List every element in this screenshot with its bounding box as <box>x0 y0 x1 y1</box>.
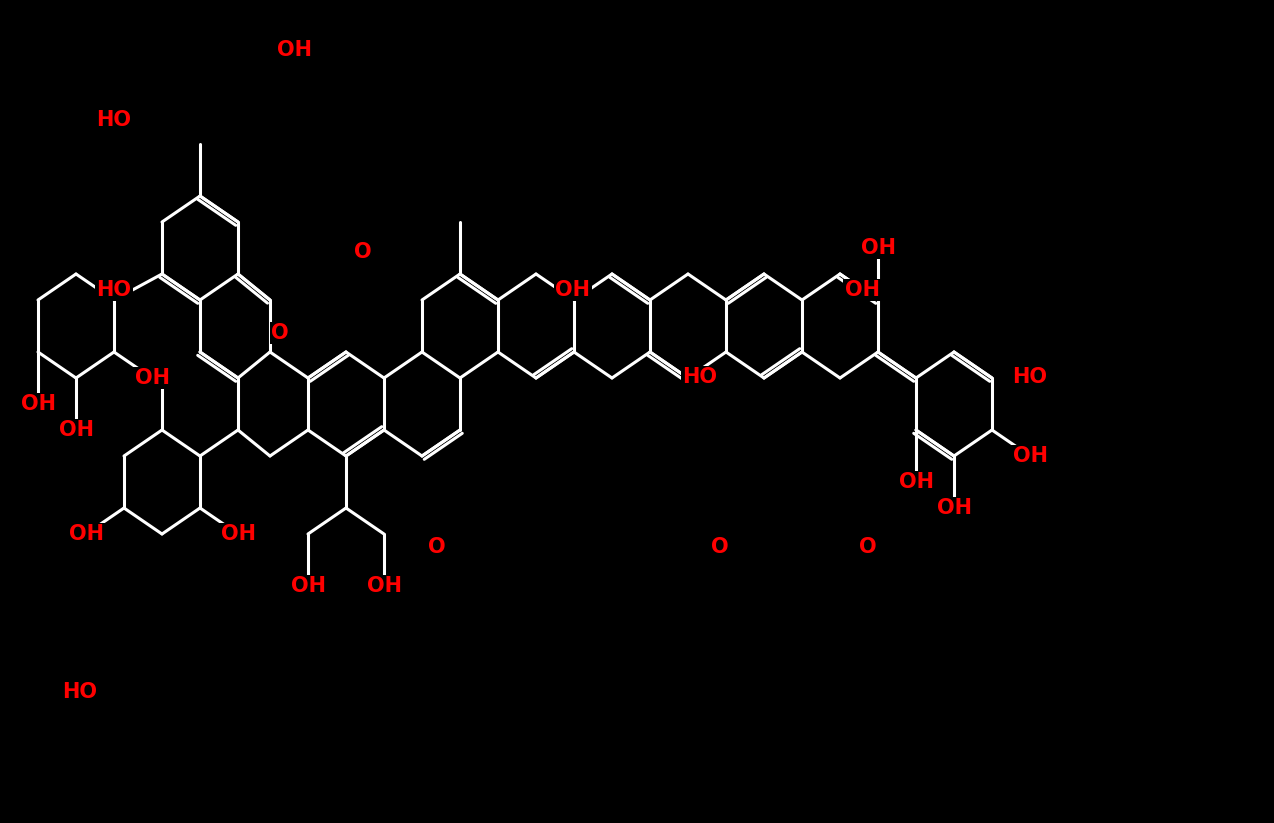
Text: HO: HO <box>1013 367 1047 387</box>
Text: OH: OH <box>1013 446 1047 466</box>
Text: OH: OH <box>69 524 103 544</box>
Text: OH: OH <box>898 472 934 492</box>
Text: HO: HO <box>62 682 98 702</box>
Text: OH: OH <box>860 238 896 258</box>
Text: O: O <box>711 537 729 557</box>
Text: OH: OH <box>290 576 325 596</box>
Text: OH: OH <box>278 40 312 60</box>
Text: OH: OH <box>555 280 591 300</box>
Text: O: O <box>354 242 372 262</box>
Text: HO: HO <box>97 110 131 130</box>
Text: OH: OH <box>59 420 93 440</box>
Text: OH: OH <box>220 524 256 544</box>
Text: OH: OH <box>135 368 169 388</box>
Text: HO: HO <box>97 280 131 300</box>
Text: OH: OH <box>20 394 56 414</box>
Text: O: O <box>859 537 877 557</box>
Text: OH: OH <box>845 280 879 300</box>
Text: OH: OH <box>367 576 401 596</box>
Text: HO: HO <box>683 367 717 387</box>
Text: O: O <box>271 323 289 343</box>
Text: O: O <box>428 537 446 557</box>
Text: OH: OH <box>936 498 972 518</box>
